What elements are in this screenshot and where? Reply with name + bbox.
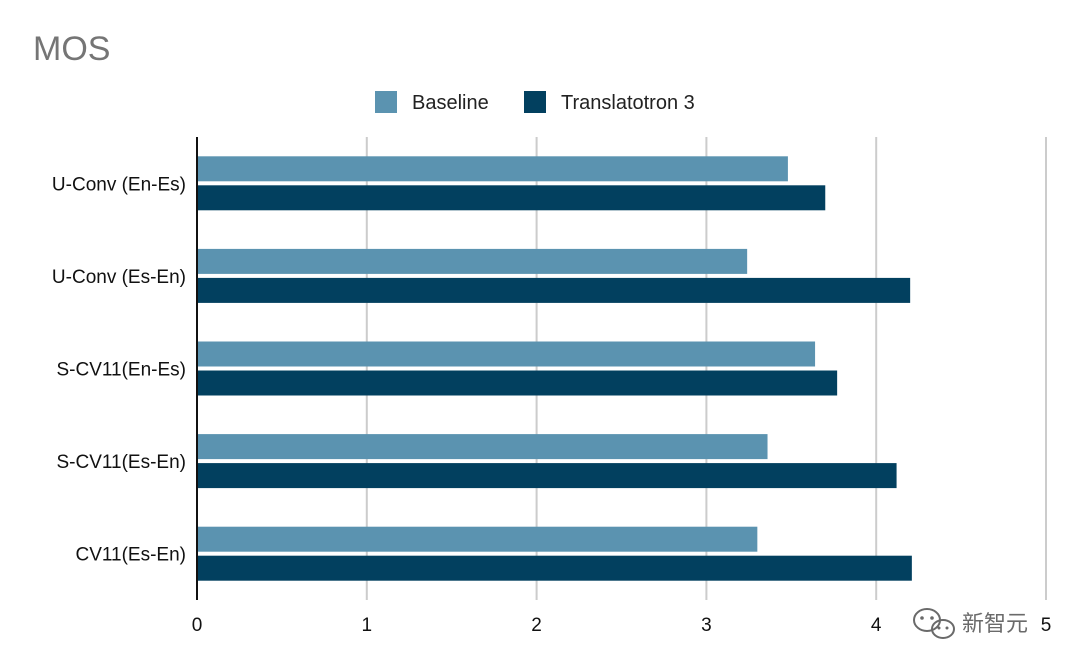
- x-tick-label: 5: [1041, 615, 1052, 636]
- bar-translatotron3: [197, 277, 911, 303]
- bar-baseline: [197, 156, 788, 182]
- bar-baseline: [197, 434, 768, 460]
- y-category-label: CV11(Es-En): [75, 545, 186, 566]
- y-axis-categories: U-Conv (En-Es) U-Conv (Es-En) S-CV11(En-Es…: [52, 174, 186, 565]
- x-tick-label: 0: [192, 615, 203, 636]
- y-category-label: U-Conv (En-Es): [52, 174, 186, 195]
- wechat-icon: [913, 608, 955, 639]
- legend-swatch: [375, 91, 397, 113]
- bar-translatotron3: [197, 555, 912, 581]
- grid-lines: [365, 137, 1047, 600]
- legend: Baseline Translatotron 3: [375, 91, 695, 114]
- x-tick-label: 2: [531, 615, 542, 636]
- watermark: 新智元: [913, 608, 1028, 639]
- bar-baseline: [197, 341, 816, 367]
- y-category-label: U-Conv (Es-En): [52, 267, 186, 288]
- bar-translatotron3: [197, 185, 826, 211]
- chart-title: MOS: [33, 30, 110, 68]
- bar-translatotron3: [197, 370, 838, 396]
- watermark-text: 新智元: [962, 612, 1028, 637]
- x-tick-label: 4: [871, 615, 882, 636]
- x-axis-ticks: 0 1 2 3 4 5: [192, 615, 1052, 636]
- bar-baseline: [197, 248, 748, 274]
- bars: [197, 156, 912, 581]
- y-category-label: S-CV11(En-Es): [56, 360, 186, 381]
- bar-translatotron3: [197, 463, 897, 489]
- x-tick-label: 1: [362, 615, 373, 636]
- legend-label: Baseline: [412, 92, 489, 114]
- legend-label: Translatotron 3: [561, 92, 695, 114]
- x-tick-label: 3: [701, 615, 712, 636]
- y-category-label: S-CV11(Es-En): [56, 452, 186, 473]
- legend-swatch: [524, 91, 546, 113]
- bar-baseline: [197, 526, 758, 552]
